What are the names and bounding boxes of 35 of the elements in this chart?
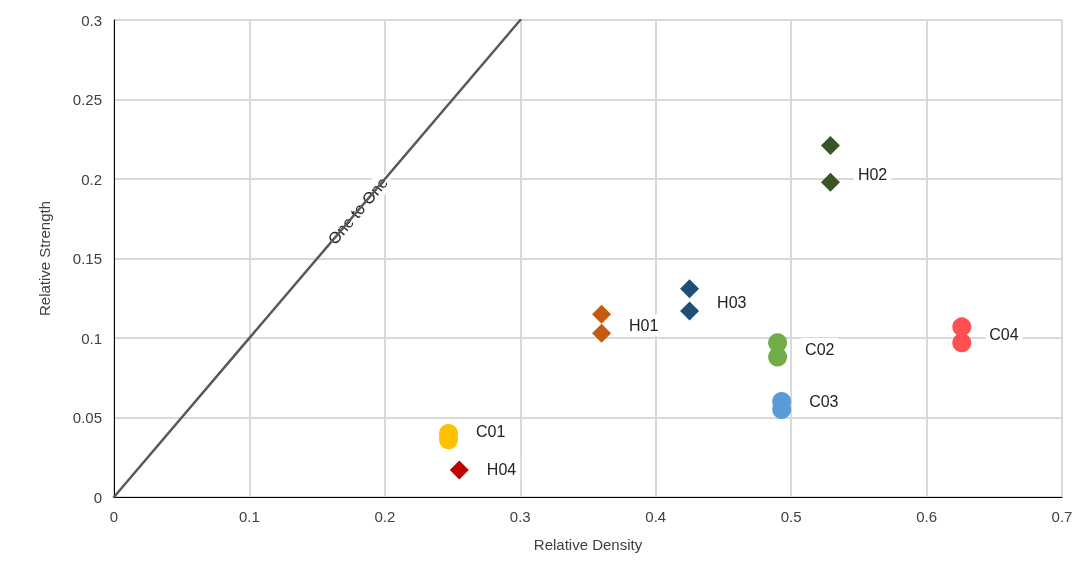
series-label: H01 — [629, 316, 659, 334]
x-tick-label: 0 — [109, 508, 119, 525]
y-tick-label: 0.25 — [72, 91, 102, 108]
x-tick-label: 0.7 — [1051, 508, 1073, 525]
y-tick-label: 0.05 — [72, 409, 102, 426]
point — [592, 304, 612, 324]
point — [952, 317, 972, 337]
x-tick-label: 0.6 — [916, 508, 937, 525]
y-tick-label: 0 — [93, 488, 102, 506]
x-tick-label: 0.4 — [645, 508, 667, 525]
y-axis-title: Relative Strength — [36, 200, 53, 317]
point — [768, 347, 788, 367]
y-tick-label: 0.3 — [81, 11, 102, 29]
series-label: H02 — [857, 165, 888, 183]
x-axis-title: Relative Density — [533, 536, 643, 553]
point — [592, 323, 612, 343]
point — [820, 136, 840, 156]
series-label: C02 — [805, 340, 835, 358]
x-tick-label: 0.2 — [374, 508, 396, 525]
y-tick-label: 0.2 — [81, 170, 102, 188]
series-label: H03 — [717, 294, 747, 312]
series-label: C03 — [809, 393, 839, 411]
point — [680, 301, 700, 321]
y-tick-label: 0.1 — [81, 329, 102, 347]
series-label: C04 — [989, 326, 1019, 344]
point — [952, 333, 972, 353]
y-tick-label: 0.15 — [72, 250, 102, 267]
series-label: H04 — [486, 461, 517, 479]
point — [449, 460, 469, 480]
point — [820, 172, 840, 192]
x-tick-label: 0.5 — [780, 508, 802, 525]
point — [680, 279, 700, 299]
series-label: C01 — [476, 423, 506, 441]
x-tick-label: 0.3 — [509, 508, 531, 525]
x-tick-label: 0.1 — [239, 508, 260, 525]
